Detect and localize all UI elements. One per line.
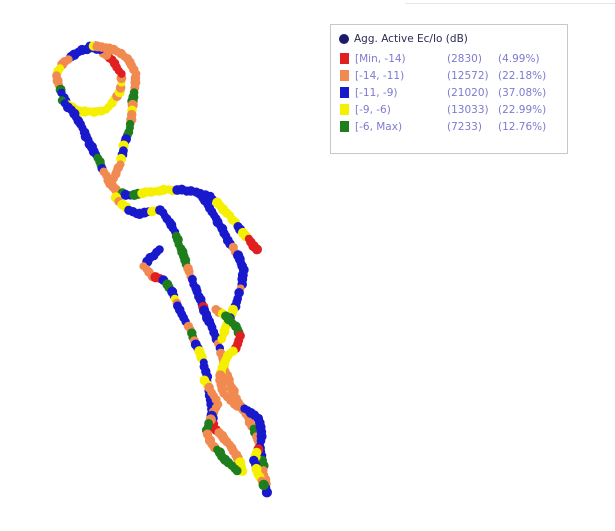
legend-swatch-green <box>340 121 349 132</box>
legend-range: [Min, -14) <box>355 52 406 65</box>
legend-item-14-11[interactable]: [-14, -11) (12572) (22.18%) <box>339 67 561 84</box>
drive-route-plot[interactable] <box>0 0 330 527</box>
legend-title-marker-icon <box>339 33 349 44</box>
legend-swatch-yellow <box>340 104 349 115</box>
legend-item-9-6[interactable]: [-9, -6) (13033) (22.99%) <box>339 101 561 118</box>
legend-swatch-red <box>340 53 349 64</box>
legend-range: [-14, -11) <box>355 69 405 82</box>
legend-item-6-max[interactable]: [-6, Max) (7233) (12.76%) <box>339 118 561 135</box>
legend-count: (7233) <box>447 120 482 133</box>
legend-percent: (12.76%) <box>498 120 547 133</box>
legend-range: [-11, -9) <box>355 86 398 99</box>
map-canvas[interactable] <box>0 0 330 527</box>
legend-range: [-6, Max) <box>355 120 403 133</box>
legend-percent: (22.99%) <box>498 103 547 116</box>
legend-panel: Agg. Active Ec/Io (dB) [Min, -14) (2830)… <box>330 24 568 154</box>
measurement-point <box>252 244 262 255</box>
legend-header: Agg. Active Ec/Io (dB) <box>339 30 561 47</box>
measurement-point <box>232 466 242 476</box>
legend-title: Agg. Active Ec/Io (dB) <box>354 32 468 45</box>
legend-count: (13033) <box>447 103 489 116</box>
legend-percent: (37.08%) <box>498 86 547 99</box>
top-divider <box>405 3 615 4</box>
legend-swatch-orange <box>340 70 349 81</box>
legend-percent: (4.99%) <box>498 52 540 65</box>
legend-count: (12572) <box>447 69 489 82</box>
legend-percent: (22.18%) <box>498 69 547 82</box>
legend-count: (2830) <box>447 52 482 65</box>
legend-range: [-9, -6) <box>355 103 391 116</box>
measurement-point <box>217 334 227 344</box>
legend-item-11-9[interactable]: [-11, -9) (21020) (37.08%) <box>339 84 561 101</box>
legend-count: (21020) <box>447 86 489 99</box>
measurement-point <box>258 479 269 491</box>
legend-item-min-14[interactable]: [Min, -14) (2830) (4.99%) <box>339 50 561 67</box>
legend-swatch-blue <box>340 87 349 98</box>
